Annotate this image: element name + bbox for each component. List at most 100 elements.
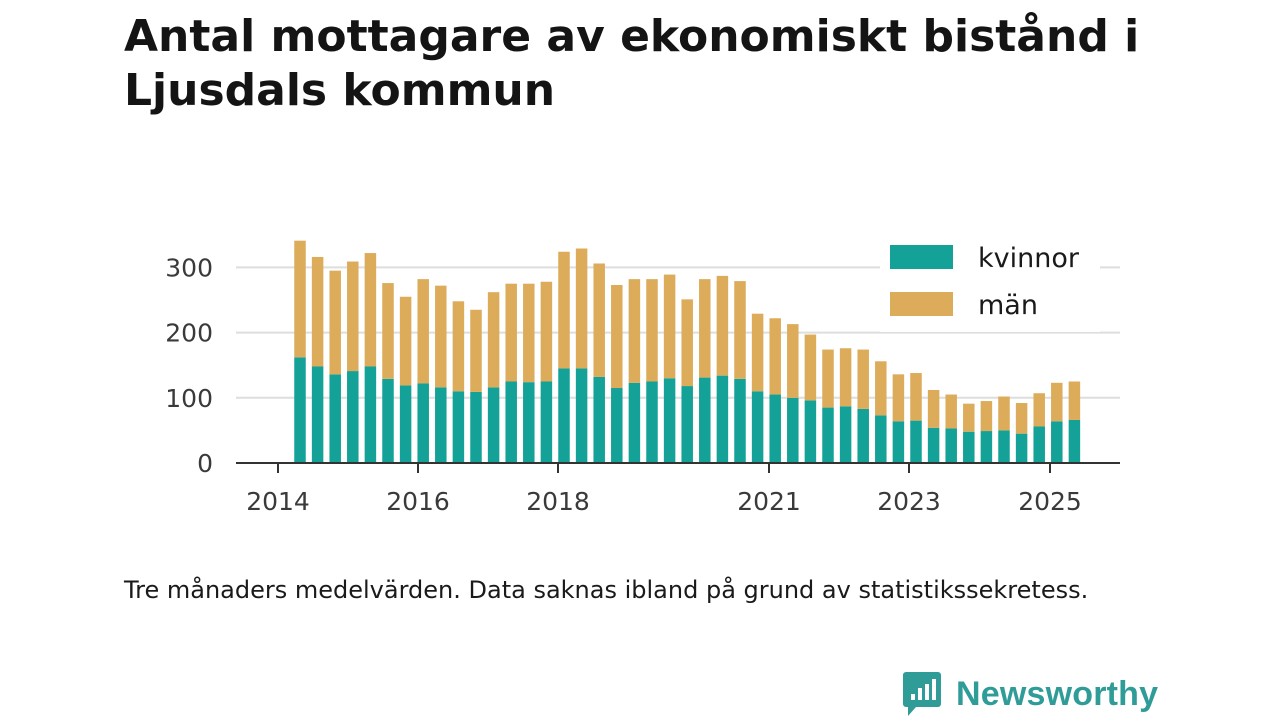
- bar-man: [593, 263, 605, 377]
- bar-man: [839, 348, 852, 407]
- legend: kvinnor män: [880, 236, 1100, 332]
- bar-man: [1033, 393, 1045, 427]
- brand-name: Newsworthy: [956, 674, 1159, 713]
- bar-kvinnor: [716, 375, 729, 463]
- bar-kvinnor: [311, 366, 324, 463]
- bar-kvinnor: [540, 381, 553, 463]
- bar-man: [910, 373, 922, 421]
- bar-kvinnor: [663, 378, 676, 463]
- bar-kvinnor: [593, 376, 605, 463]
- bar-kvinnor: [575, 368, 588, 463]
- bar-man: [822, 349, 834, 408]
- x-tick-label: 2021: [737, 487, 801, 516]
- bar-kvinnor: [611, 388, 623, 463]
- bar-kvinnor: [681, 386, 693, 463]
- bar-man: [1051, 382, 1063, 422]
- bar-kvinnor: [558, 368, 570, 463]
- bar-man: [470, 309, 482, 392]
- bar-kvinnor: [646, 381, 658, 463]
- bar-kvinnor: [329, 374, 341, 463]
- bar-kvinnor: [734, 378, 746, 463]
- bar-man: [452, 301, 465, 392]
- bar-man: [540, 281, 553, 382]
- bar-kvinnor: [523, 382, 535, 463]
- bar-man: [417, 279, 429, 384]
- bar-kvinnor: [505, 381, 517, 463]
- bar-kvinnor: [294, 357, 306, 463]
- bar-man: [329, 270, 341, 375]
- bar-man: [347, 261, 359, 372]
- bar-man: [804, 334, 817, 401]
- axes: 0 100 200 300 2014 2016 2018 2021 2023 2025: [165, 253, 1120, 516]
- legend-label: män: [978, 290, 1038, 321]
- bar-kvinnor: [892, 421, 905, 463]
- bar-kvinnor: [470, 391, 482, 463]
- bar-man: [523, 283, 535, 383]
- legend-swatch: [890, 292, 953, 316]
- x-tick-label: 2023: [877, 487, 941, 516]
- bar-man: [364, 253, 377, 367]
- bar-kvinnor: [839, 406, 852, 463]
- x-tick-label: 2018: [526, 487, 590, 516]
- footnote: Tre månaders medelvärden. Data saknas ib…: [124, 576, 1089, 604]
- bar-kvinnor: [927, 427, 940, 463]
- bar-man: [734, 281, 746, 379]
- bar-man: [927, 389, 940, 428]
- bar-man: [980, 401, 993, 432]
- bar-man: [399, 296, 412, 386]
- x-tick-label: 2014: [246, 487, 310, 516]
- y-tick-label: 100: [165, 384, 213, 413]
- bar-man: [435, 285, 447, 388]
- bar-man: [487, 292, 500, 388]
- bar-kvinnor: [822, 407, 834, 463]
- bar-kvinnor: [417, 383, 429, 463]
- bar-kvinnor: [980, 431, 993, 463]
- bar-man: [646, 279, 658, 382]
- legend-label: kvinnor: [978, 243, 1080, 274]
- bar-kvinnor: [1068, 419, 1081, 463]
- bar-kvinnor: [945, 428, 957, 463]
- bar-kvinnor: [487, 387, 500, 463]
- bar-man: [787, 324, 799, 398]
- bar-man: [294, 240, 306, 358]
- bar-man: [628, 279, 641, 383]
- bar-kvinnor: [769, 394, 781, 463]
- bar-kvinnor: [857, 408, 869, 463]
- bar-kvinnor: [399, 385, 412, 463]
- bar-kvinnor: [699, 377, 711, 463]
- bars: [294, 240, 1081, 463]
- bar-kvinnor: [751, 391, 764, 463]
- bar-man: [699, 279, 711, 378]
- bar-man: [382, 283, 394, 379]
- bar-man: [769, 318, 781, 395]
- bar-man: [751, 313, 764, 392]
- bar-kvinnor: [1015, 433, 1028, 463]
- bar-man: [716, 275, 729, 376]
- y-tick-label: 0: [197, 449, 213, 478]
- x-tick-label: 2025: [1018, 487, 1082, 516]
- bar-kvinnor: [364, 366, 377, 463]
- bar-man: [663, 274, 676, 379]
- newsworthy-logo-icon: [903, 672, 941, 716]
- bar-man: [681, 299, 693, 387]
- bar-kvinnor: [875, 415, 887, 463]
- legend-swatch: [890, 245, 953, 269]
- bar-man: [963, 403, 975, 432]
- bar-kvinnor: [787, 397, 799, 463]
- bar-kvinnor: [804, 400, 817, 463]
- bar-man: [857, 349, 869, 409]
- bar-kvinnor: [435, 387, 447, 463]
- bar-kvinnor: [963, 431, 975, 463]
- bar-kvinnor: [1033, 426, 1045, 463]
- y-tick-label: 300: [165, 253, 213, 282]
- bar-man: [945, 394, 957, 429]
- bar-kvinnor: [347, 371, 359, 463]
- bar-man: [505, 283, 517, 382]
- bar-man: [875, 361, 887, 416]
- bar-kvinnor: [628, 382, 641, 463]
- bar-man: [1015, 403, 1028, 434]
- bar-kvinnor: [382, 378, 394, 463]
- bar-man: [558, 251, 570, 369]
- brand[interactable]: Newsworthy: [902, 670, 1158, 718]
- bar-kvinnor: [998, 430, 1010, 463]
